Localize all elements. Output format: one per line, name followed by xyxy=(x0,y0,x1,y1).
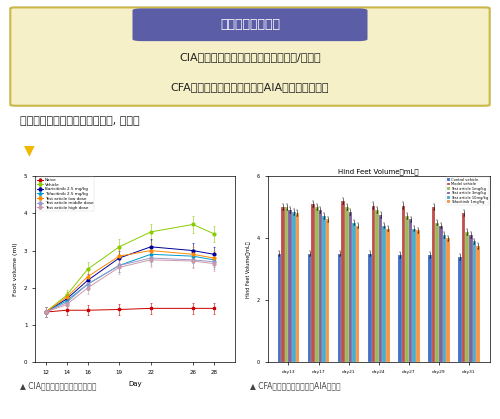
Bar xyxy=(436,222,439,362)
Bar xyxy=(382,226,386,362)
Bar xyxy=(288,210,292,362)
Bar xyxy=(409,220,412,362)
Legend: Naive, Vehicle, Baricitinib 2.5 mg/kg, Tofacitinib 2.5 mg/kg, Test article low d: Naive, Vehicle, Baricitinib 2.5 mg/kg, T… xyxy=(36,177,94,211)
Bar xyxy=(398,255,402,362)
Text: ▼: ▼ xyxy=(24,143,34,157)
Bar xyxy=(292,212,296,362)
Text: 我们的试验包括多种分析和度数, 包括：: 我们的试验包括多种分析和度数, 包括： xyxy=(20,116,140,127)
Bar xyxy=(469,235,472,362)
X-axis label: Day: Day xyxy=(128,380,142,387)
Text: 美迪西的诱导模型: 美迪西的诱导模型 xyxy=(220,18,280,31)
Bar xyxy=(352,222,356,362)
Text: ▲ CIA诱导的类风关模型鼠足体积: ▲ CIA诱导的类风关模型鼠足体积 xyxy=(20,381,96,390)
Bar xyxy=(446,238,450,362)
Bar xyxy=(342,201,345,362)
Bar xyxy=(368,253,372,362)
Bar xyxy=(278,253,281,362)
Bar xyxy=(466,232,469,362)
Bar xyxy=(318,210,322,362)
Bar xyxy=(281,207,285,362)
Bar xyxy=(372,205,375,362)
Y-axis label: Hind Feet Volume（mL）: Hind Feet Volume（mL） xyxy=(246,241,251,297)
Bar xyxy=(439,226,442,362)
FancyBboxPatch shape xyxy=(132,8,368,41)
Bar xyxy=(285,207,288,362)
Bar xyxy=(476,246,480,362)
Bar xyxy=(412,229,416,362)
Text: CFA诱导的类风湿性关节炎（AIA）模型（大鼠）: CFA诱导的类风湿性关节炎（AIA）模型（大鼠） xyxy=(171,83,329,93)
Legend: Control vehicle, Model vehicle, Test article 1mg/kg, Test article 3mg/kg, Test a: Control vehicle, Model vehicle, Test art… xyxy=(446,177,490,205)
Bar xyxy=(308,253,312,362)
Bar xyxy=(462,213,466,362)
Bar xyxy=(345,207,348,362)
Bar xyxy=(315,207,318,362)
Bar xyxy=(348,212,352,362)
Bar xyxy=(432,207,436,362)
Bar xyxy=(375,210,379,362)
Bar xyxy=(296,213,300,362)
Bar xyxy=(442,235,446,362)
Bar xyxy=(379,215,382,362)
Bar xyxy=(326,220,330,362)
Y-axis label: Foot volume (ml): Foot volume (ml) xyxy=(14,243,18,296)
Text: CIA诱导的类风湿性关节炎模型（小鼠/大鼠）: CIA诱导的类风湿性关节炎模型（小鼠/大鼠） xyxy=(179,52,321,62)
Bar xyxy=(356,226,360,362)
Bar xyxy=(322,216,326,362)
Text: 鼠足容积(Foot Volume): 鼠足容积(Foot Volume) xyxy=(48,143,186,156)
Title: Hind Feet Volume（mL）: Hind Feet Volume（mL） xyxy=(338,168,419,175)
Bar xyxy=(458,257,462,362)
Bar xyxy=(338,253,342,362)
Text: ▲ CFA诱导的大鼠类风关（AIA）模型: ▲ CFA诱导的大鼠类风关（AIA）模型 xyxy=(250,381,340,390)
Bar xyxy=(312,204,315,362)
FancyBboxPatch shape xyxy=(10,8,490,106)
Bar xyxy=(386,229,390,362)
Bar xyxy=(428,255,432,362)
Bar xyxy=(405,216,409,362)
Bar xyxy=(402,205,405,362)
Bar xyxy=(416,230,420,362)
Bar xyxy=(472,241,476,362)
